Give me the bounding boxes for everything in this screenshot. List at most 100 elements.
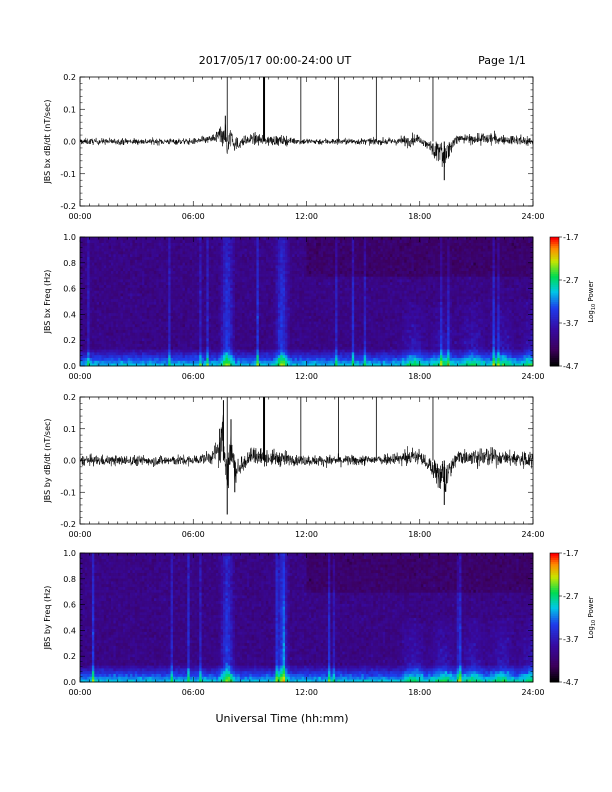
heatmap-cell [187,242,191,246]
heatmap-cell [206,276,210,280]
heatmap-cell [306,253,310,258]
heatmap-cell [265,318,269,322]
heatmap-cell [177,301,181,305]
heatmap-cell [177,307,181,311]
heatmap-cell [94,290,98,294]
heatmap-cell [132,307,136,311]
heatmap-cell [113,349,117,353]
heatmap-cell [192,332,195,336]
heatmap-cell [244,357,248,361]
heatmap-cell [237,326,241,330]
heatmap-cell [203,270,207,274]
heatmap-cell [289,332,293,336]
heatmap-cell [289,245,293,249]
heatmap-cell [296,256,300,260]
heatmap-cell [161,265,164,269]
heatmap-cell [323,267,326,272]
heatmap-cell [223,343,226,347]
heatmap-cell [120,340,124,344]
heatmap-cell [203,307,207,311]
heatmap-cell [156,312,160,316]
heatmap-cell [242,259,245,263]
heatmap-cell [151,340,155,344]
heatmap-cell [170,357,174,361]
heatmap-cell [223,251,226,255]
heatmap-cell [196,239,200,243]
heatmap-cell [242,284,245,288]
heatmap-cell [134,251,138,255]
heatmap-cell [192,357,195,361]
heatmap-cell [232,276,236,280]
heatmap-cell [301,298,305,302]
heatmap-cell [256,351,260,356]
heatmap-cell [99,304,102,308]
heatmap-cell [242,323,245,328]
heatmap-cell [101,298,105,302]
heatmap-cell [168,343,171,347]
heatmap-cell [196,251,200,255]
heatmap-cell [251,279,255,283]
heatmap-cell [161,312,164,316]
heatmap-cell [168,363,171,367]
heatmap-cell [127,298,131,302]
heatmap-cell [244,304,248,308]
heatmap-cell [223,242,226,246]
heatmap-cell [134,309,138,314]
heatmap-cell [213,309,217,314]
heatmap-cell [318,265,322,269]
heatmap-cell [296,335,300,339]
heatmap-cell [139,307,143,311]
heatmap-cell [99,276,102,280]
heatmap-cell [254,284,257,288]
heatmap-cell [168,276,171,280]
heatmap-cell [180,343,183,347]
heatmap-cell [311,259,315,263]
heatmap-cell [237,279,241,283]
heatmap-cell [254,323,257,328]
heatmap-cell [218,295,222,300]
heatmap-cell [125,321,129,325]
heatmap-cell [289,248,293,252]
heatmap-cell [296,259,300,263]
heatmap-cell [327,349,331,353]
heatmap-cell [82,326,86,330]
heatmap-cell [225,239,229,243]
heatmap-cell [289,304,293,308]
heatmap-cell [172,262,176,266]
heatmap-cell [146,267,150,272]
heatmap-cell [213,354,217,358]
heatmap-cell [182,301,186,305]
heatmap-cell [103,259,107,263]
heatmap-cell [194,346,198,350]
heatmap-cell [125,318,129,322]
heatmap-cell [153,251,157,255]
heatmap-cell [275,304,279,308]
heatmap-cell [113,340,117,344]
heatmap-cell [180,242,183,246]
heatmap-cell [108,307,112,311]
heatmap-cell [130,267,133,272]
heatmap-cell [301,318,305,322]
heatmap-cell [132,253,136,258]
heatmap-cell [242,279,245,283]
heatmap-cell [206,287,210,291]
heatmap-cell [103,281,107,286]
heatmap-cell [120,354,124,358]
heatmap-cell [177,357,181,361]
heatmap-cell [323,273,326,277]
heatmap-cell [103,290,107,294]
heatmap-cell [82,239,86,243]
heatmap-cell [316,337,319,342]
heatmap-cell [184,318,188,322]
heatmap-cell [134,307,138,311]
heatmap-cell [313,360,317,364]
heatmap-cell [84,307,88,311]
heatmap-cell [106,340,110,344]
heatmap-cell [170,337,174,342]
heatmap-cell [244,267,248,272]
heatmap-cell [80,239,83,243]
heatmap-cell [151,335,155,339]
heatmap-cell [132,273,136,277]
heatmap-cell [115,237,119,241]
heatmap-cell [208,351,212,356]
